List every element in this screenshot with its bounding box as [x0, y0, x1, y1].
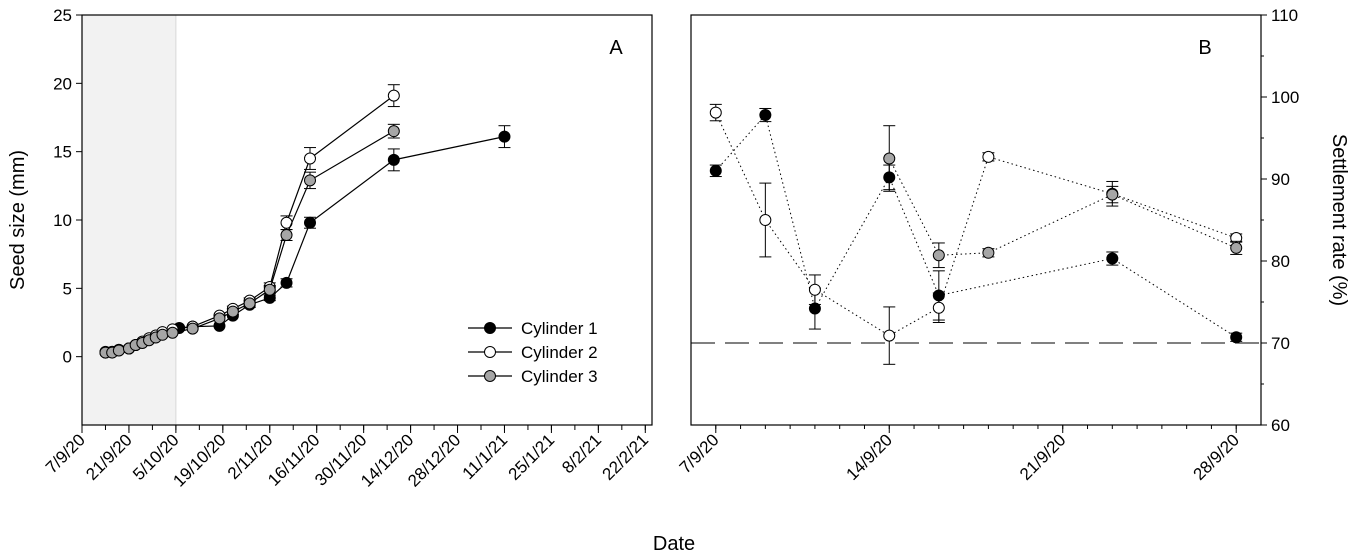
legend-marker — [484, 370, 496, 382]
data-point-cylinder-1 — [498, 130, 511, 143]
data-point-cylinder-3 — [932, 249, 945, 262]
data-point-cylinder-3 — [166, 326, 179, 339]
series-line-2 — [715, 112, 1237, 337]
legend-label-cylinder-2: Cylinder 2 — [521, 343, 598, 362]
data-point-cylinder-3 — [186, 322, 199, 335]
x-tick-label: 21/9/20 — [1016, 430, 1070, 484]
data-point-cylinder-3 — [387, 125, 400, 138]
series-line-1 — [715, 114, 1237, 338]
data-point-cylinder-3 — [1230, 241, 1243, 254]
data-point-cylinder-3 — [883, 152, 896, 165]
data-point-cylinder-2 — [883, 329, 896, 342]
data-point-cylinder-1 — [280, 276, 293, 289]
y-tick-label: 100 — [1271, 88, 1299, 107]
data-point-cylinder-3 — [1106, 188, 1119, 201]
y-tick-label: 60 — [1271, 416, 1290, 435]
y-tick-label: 20 — [53, 74, 72, 93]
data-point-cylinder-1 — [1106, 252, 1119, 265]
y-tick-label: 90 — [1271, 170, 1290, 189]
shaded-region — [81, 14, 177, 426]
y-tick-label: 0 — [63, 348, 72, 367]
panel-label-a: A — [609, 37, 623, 59]
x-tick-label: 11/1/21 — [459, 430, 512, 483]
data-point-cylinder-3 — [112, 344, 125, 357]
y-axis-title: Seed size (mm) — [7, 150, 29, 290]
shared-x-axis-title: Date — [653, 533, 695, 555]
y-tick-label: 80 — [1271, 252, 1290, 271]
series-line-3 — [888, 158, 1237, 256]
data-point-cylinder-2 — [982, 150, 995, 163]
legend-marker — [484, 322, 496, 334]
data-point-cylinder-3 — [263, 283, 276, 296]
data-point-cylinder-3 — [243, 297, 256, 310]
data-point-cylinder-2 — [387, 89, 400, 102]
data-point-cylinder-3 — [226, 305, 239, 318]
data-point-cylinder-1 — [759, 109, 772, 122]
data-point-cylinder-3 — [304, 174, 316, 187]
plot-frame-b — [690, 14, 1262, 426]
data-point-cylinder-1 — [1230, 331, 1243, 344]
y-axis-title: Settlement rate (%) — [1328, 134, 1350, 306]
y-tick-label: 15 — [53, 143, 72, 162]
x-tick-label: 21/9/20 — [82, 430, 136, 484]
x-tick-label: 7/9/20 — [676, 430, 723, 477]
data-point-cylinder-1 — [709, 164, 722, 177]
y-tick-label: 110 — [1271, 6, 1298, 25]
y-tick-label: 25 — [53, 6, 72, 25]
x-tick-label: 28/9/20 — [1189, 430, 1243, 484]
legend-marker — [484, 346, 496, 358]
x-tick-label: 28/12/20 — [404, 430, 464, 490]
y-tick-label: 10 — [53, 211, 72, 230]
x-tick-label: 22/2/21 — [599, 430, 653, 484]
y-tick-label: 5 — [63, 279, 72, 298]
data-point-cylinder-3 — [982, 246, 995, 259]
plot-frame-a — [81, 14, 653, 426]
data-point-cylinder-3 — [280, 229, 293, 242]
data-point-cylinder-2 — [808, 283, 821, 296]
data-point-cylinder-3 — [213, 312, 226, 325]
data-point-cylinder-1 — [304, 216, 316, 229]
legend-label-cylinder-3: Cylinder 3 — [521, 367, 598, 386]
data-point-cylinder-2 — [759, 214, 772, 226]
data-point-cylinder-3 — [156, 328, 169, 341]
data-point-cylinder-1 — [387, 153, 400, 166]
data-point-cylinder-2 — [304, 152, 316, 165]
data-point-cylinder-2 — [709, 106, 722, 119]
y-tick-label: 70 — [1271, 334, 1290, 353]
panel-b: 60 70 80 90 100 110 Settlement rate (%) 7/9/20 1… — [676, 6, 1350, 484]
data-point-cylinder-2 — [932, 301, 945, 314]
x-tick-label: 25/1/21 — [505, 430, 559, 484]
legend-label-cylinder-1: Cylinder 1 — [521, 319, 598, 338]
x-tick-label: 19/10/20 — [169, 430, 229, 490]
panel-label-b: B — [1198, 37, 1211, 59]
x-tick-label: 14/9/20 — [843, 430, 897, 484]
